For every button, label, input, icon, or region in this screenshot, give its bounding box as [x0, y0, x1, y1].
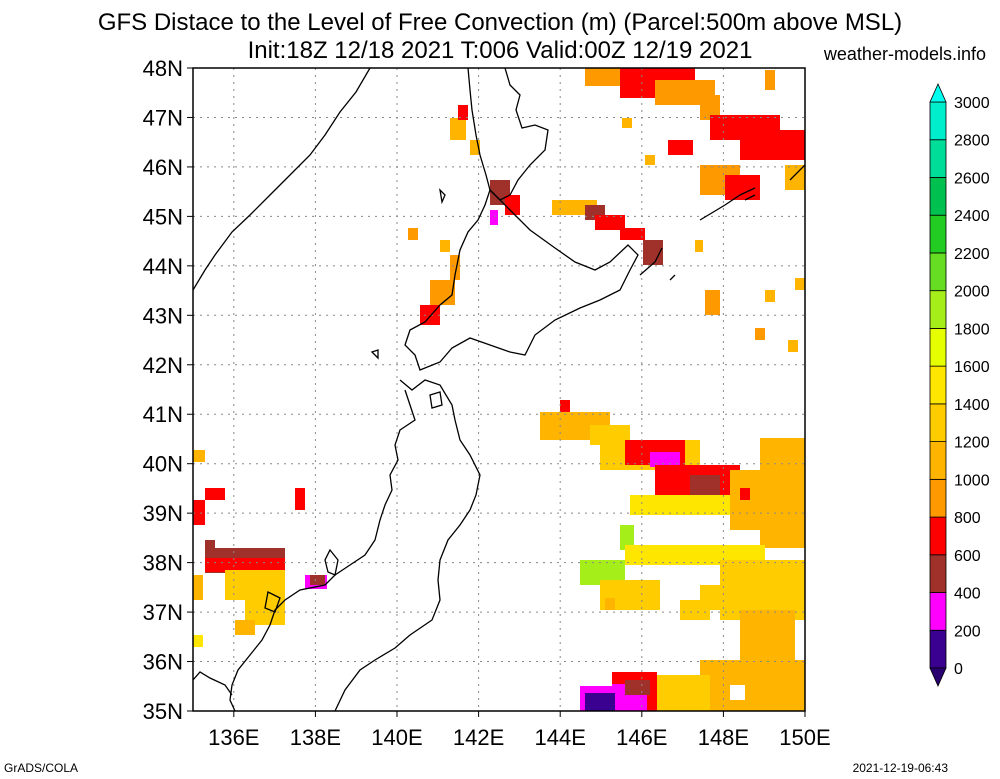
lat-tick-label: 39N [143, 501, 183, 526]
colorbar-label: 1400 [954, 397, 990, 414]
latitude-labels: 48N 47N 46N 45N 44N 43N 42N 41N 40N 39N 38N 37N 36N 3… [143, 56, 193, 724]
chart-subtitle: Init:18Z 12/18 2021 T:006 Valid:00Z 12/1… [247, 37, 753, 64]
coast-primorye [193, 68, 371, 291]
colorbar-swatch [929, 478, 947, 518]
colorbar-swatch [929, 592, 947, 631]
colorbar-label: 1800 [954, 321, 990, 338]
chart-title: GFS Distace to the Level of Free Convect… [97, 9, 903, 36]
lon-tick-label: 150E [779, 725, 830, 750]
colorbar-max-arrow [929, 83, 947, 103]
software-credit: GrADS/COLA [4, 761, 79, 775]
colorbar-label: 2600 [954, 170, 990, 187]
colorbar-swatch [929, 101, 947, 141]
lat-tick-label: 42N [143, 353, 183, 378]
colorbar: 0 200 400 600 800 1000 1200 1400 1600 1800 2000 220… [929, 83, 990, 687]
colorbar-label: 1600 [954, 359, 990, 376]
colorbar-swatch [929, 139, 947, 178]
field-okhotsk-north [585, 68, 805, 200]
coast-kurils [639, 164, 805, 281]
lat-tick-label: 35N [143, 699, 183, 724]
colorbar-min-arrow [929, 667, 947, 687]
coast-west-honshu [193, 671, 233, 696]
coast-sakhalin [467, 68, 549, 201]
lat-tick-label: 47N [143, 105, 183, 130]
lon-tick-label: 146E [616, 725, 667, 750]
lat-tick-label: 44N [143, 254, 183, 279]
field-sea-of-japan [193, 450, 327, 647]
colorbar-label: 1000 [954, 472, 990, 489]
colorbar-label: 600 [954, 548, 981, 565]
lat-tick-label: 43N [143, 303, 183, 328]
colorbar-swatch [929, 365, 947, 405]
colorbar-label: 1200 [954, 435, 990, 452]
colorbar-label: 2400 [954, 208, 990, 225]
colorbar-swatch [929, 214, 947, 254]
lat-tick-label: 41N [143, 402, 183, 427]
coast-sado [324, 548, 339, 576]
colorbar-swatch [929, 403, 947, 443]
colorbar-swatch [929, 290, 947, 329]
colorbar-swatch [929, 516, 947, 556]
site-credit: weather-models.info [823, 44, 986, 64]
map-frame [192, 67, 806, 712]
colorbar-label: 2200 [954, 246, 990, 263]
colorbar-swatch [929, 629, 947, 669]
lon-tick-label: 138E [290, 725, 341, 750]
lat-tick-label: 46N [143, 155, 183, 180]
render-timestamp: 2021-12-19-06:43 [852, 761, 948, 775]
lat-tick-label: 38N [143, 551, 183, 576]
lfc-shading [193, 68, 805, 711]
colorbar-label: 2000 [954, 284, 990, 301]
longitude-labels: 136E 138E 140E 142E 144E 146E 148E 150E [208, 711, 831, 750]
lon-tick-label: 144E [535, 725, 586, 750]
lat-tick-label: 40N [143, 452, 183, 477]
lat-tick-label: 45N [143, 204, 183, 229]
field-pacific-tohoku [540, 400, 805, 620]
coast-hokkaido [404, 188, 639, 371]
lat-tick-label: 36N [143, 650, 183, 675]
coast-islands [264, 188, 446, 613]
colorbar-label: 0 [954, 661, 963, 678]
colorbar-label: 2800 [954, 133, 990, 150]
colorbar-label: 400 [954, 586, 981, 603]
colorbar-swatch [929, 252, 947, 292]
lon-tick-label: 148E [698, 725, 749, 750]
colorbar-label: 200 [954, 623, 981, 640]
lon-tick-label: 140E [371, 725, 422, 750]
field-pacific-south [580, 560, 805, 711]
colorbar-swatch [929, 441, 947, 480]
lon-tick-label: 136E [208, 725, 259, 750]
lat-tick-label: 48N [143, 56, 183, 81]
lat-tick-label: 37N [143, 600, 183, 625]
colorbar-label: 800 [954, 510, 981, 527]
coast-honshu [229, 379, 481, 711]
colorbar-label: 3000 [954, 95, 990, 112]
colorbar-swatch [929, 177, 947, 216]
colorbar-swatch [929, 327, 947, 367]
lon-tick-label: 142E [453, 725, 504, 750]
coastlines [193, 68, 805, 711]
field-hokkaido-north [408, 105, 805, 352]
colorbar-swatch [929, 554, 947, 593]
